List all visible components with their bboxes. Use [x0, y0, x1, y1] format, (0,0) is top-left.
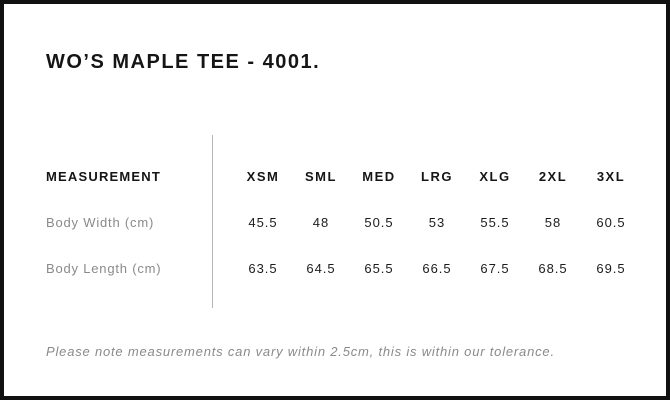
body-length-xlg: 67.5 — [480, 260, 510, 276]
table-header-row: MEASUREMENT XSM SML MED LRG XLG 2XL 3XL — [0, 153, 670, 199]
body-width-3xl: 60.5 — [596, 214, 626, 230]
tolerance-note: Please note measurements can vary within… — [46, 344, 555, 359]
column-header-xsm: XSM — [246, 168, 280, 184]
body-length-xsm: 63.5 — [248, 260, 278, 276]
body-width-xlg: 55.5 — [480, 214, 510, 230]
body-length-lrg: 66.5 — [422, 260, 452, 276]
body-length-med: 65.5 — [364, 260, 394, 276]
body-width-sml: 48 — [312, 214, 330, 230]
table-row-body-length: Body Length (cm) 63.5 64.5 65.5 66.5 67.… — [0, 245, 670, 291]
column-header-2xl: 2XL — [538, 168, 568, 184]
page-title: WO’S MAPLE TEE - 4001. — [46, 51, 321, 73]
size-table: MEASUREMENT XSM SML MED LRG XLG 2XL 3XL … — [0, 153, 670, 291]
row-label-body-length: Body Length (cm) — [46, 260, 162, 276]
column-header-measurement: MEASUREMENT — [46, 168, 162, 184]
body-width-2xl: 58 — [544, 214, 562, 230]
body-width-med: 50.5 — [364, 214, 394, 230]
column-header-lrg: LRG — [421, 168, 453, 184]
column-header-sml: SML — [305, 168, 337, 184]
row-label-body-width: Body Width (cm) — [46, 214, 155, 230]
table-row-body-width: Body Width (cm) 45.5 48 50.5 53 55.5 58 … — [0, 199, 670, 245]
table-vertical-divider — [212, 135, 213, 308]
column-header-med: MED — [362, 168, 396, 184]
body-length-3xl: 69.5 — [596, 260, 626, 276]
body-width-lrg: 53 — [428, 214, 446, 230]
body-width-xsm: 45.5 — [248, 214, 278, 230]
column-header-3xl: 3XL — [596, 168, 626, 184]
body-length-2xl: 68.5 — [538, 260, 568, 276]
column-header-xlg: XLG — [479, 168, 511, 184]
body-length-sml: 64.5 — [306, 260, 336, 276]
